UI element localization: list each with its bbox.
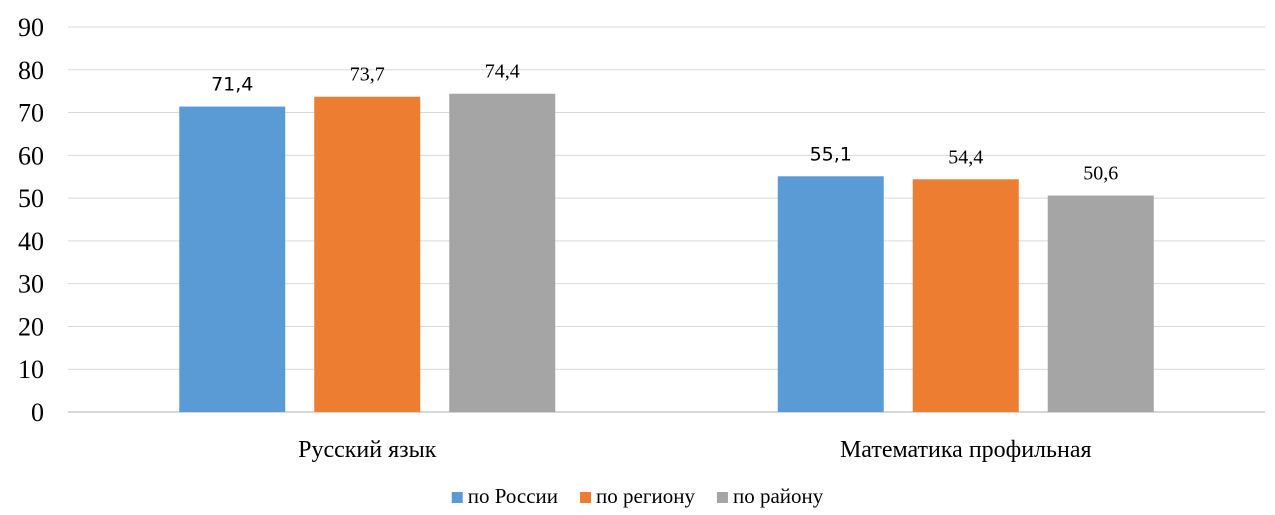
data-label: 55,1 <box>810 143 852 165</box>
data-labels: 71,4 73,7 74,4 55,1 54,4 50,6 <box>211 61 1118 185</box>
y-tick-label: 60 <box>18 141 44 170</box>
data-label: 54,4 <box>948 146 983 168</box>
bar <box>449 93 556 412</box>
legend-label: по району <box>733 484 824 508</box>
legend-swatch <box>451 492 463 503</box>
legend-swatch <box>580 492 592 503</box>
y-tick-label: 90 <box>18 13 44 42</box>
y-tick-label: 10 <box>18 355 44 384</box>
legend-label: по региону <box>596 484 695 508</box>
x-axis-categories: Русский язык Математика профильная <box>298 437 1091 463</box>
bar <box>1047 195 1154 412</box>
legend-swatch <box>716 492 728 503</box>
y-tick-label: 0 <box>31 398 44 427</box>
category-label: Русский язык <box>298 437 437 463</box>
y-tick-label: 20 <box>18 312 44 341</box>
data-label: 71,4 <box>211 74 253 96</box>
bars <box>179 93 1154 413</box>
data-label: 50,6 <box>1083 163 1118 185</box>
bar <box>777 176 884 412</box>
y-tick-label: 30 <box>18 270 44 299</box>
legend-label: по России <box>468 484 558 508</box>
legend: по России по региону по району <box>451 484 824 508</box>
y-tick-label: 80 <box>18 56 44 85</box>
bar <box>314 96 421 412</box>
y-tick-label: 50 <box>18 184 44 213</box>
bar <box>912 179 1019 412</box>
bar <box>179 106 286 413</box>
data-label: 74,4 <box>485 61 520 83</box>
data-label: 73,7 <box>350 64 385 86</box>
y-tick-label: 70 <box>18 99 44 128</box>
y-axis-ticks: 0 10 20 30 40 50 60 70 80 90 <box>18 13 44 427</box>
y-tick-label: 40 <box>18 227 44 256</box>
category-label: Математика профильная <box>840 437 1092 463</box>
